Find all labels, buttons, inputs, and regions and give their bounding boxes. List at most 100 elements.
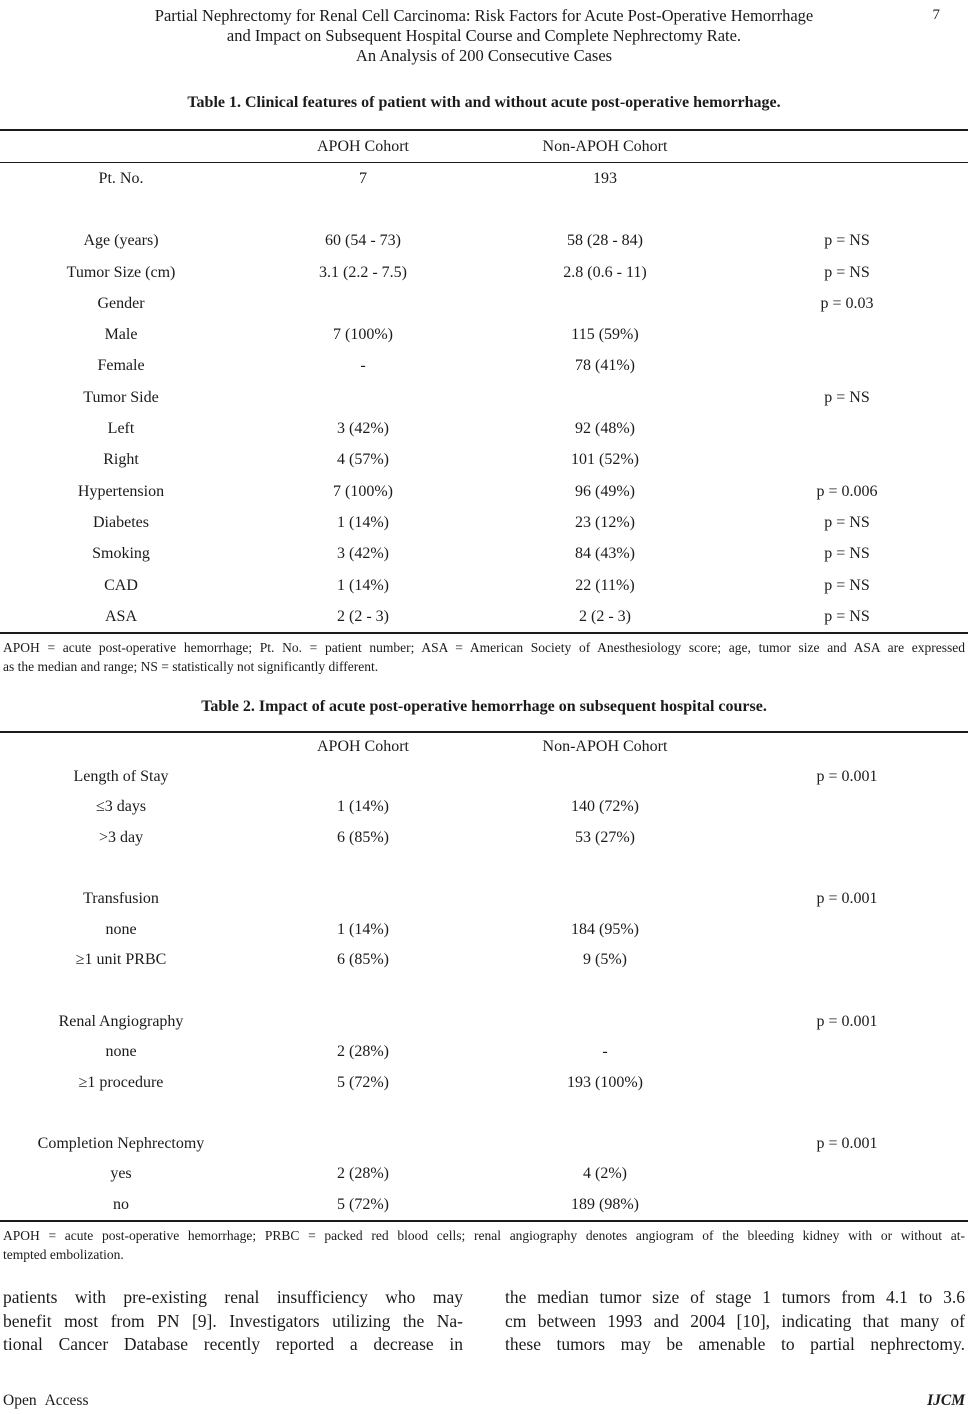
body-line: tional Cancer Database recently reported… [3, 1334, 463, 1355]
non-apoh-value: 189 (98%) [571, 1196, 639, 1214]
row-label: no [113, 1196, 129, 1214]
non-apoh-value: 96 (49%) [575, 482, 635, 500]
page-number: 7 [932, 7, 941, 23]
table-row: ASA 2 (2 - 3) 2 (2 - 3) p = NS [0, 601, 968, 632]
table-row: Completion Nephrectomy p = 0.001 [0, 1129, 968, 1160]
table-row: ≥1 unit PRBC 6 (85%) 9 (5%) [0, 945, 968, 976]
table-row: Tumor Size (cm) 3.1 (2.2 - 7.5) 2.8 (0.6 -… [0, 257, 968, 288]
row-label: ≥1 procedure [78, 1073, 164, 1091]
table-row: Male 7 (100%) 115 (59%) [0, 319, 968, 350]
row-label: none [105, 920, 137, 938]
row-label: Diabetes [93, 513, 149, 531]
table-row: ≥1 procedure 5 (72%) 193 (100%) [0, 1067, 968, 1098]
table-row: Tumor Side p = NS [0, 382, 968, 413]
row-label: Female [97, 357, 145, 375]
row-label: Gender [97, 294, 145, 312]
p-value: p = 0.001 [816, 1012, 878, 1030]
table-row: Transfusion p = 0.001 [0, 884, 968, 915]
table-row [0, 1098, 968, 1129]
row-label: none [105, 1043, 137, 1061]
apoh-value: - [360, 357, 366, 375]
table1-footnote-line-2: as the median and range; NS = statistica… [3, 658, 379, 674]
non-apoh-value: 193 [593, 169, 617, 187]
row-label: yes [110, 1165, 132, 1183]
apoh-value: 5 (72%) [337, 1196, 389, 1214]
row-label: >3 day [98, 828, 144, 846]
table2-header-apoh: APOH Cohort [316, 738, 409, 756]
table-row: no 5 (72%) 189 (98%) [0, 1190, 968, 1221]
non-apoh-value: 184 (95%) [571, 920, 639, 938]
row-label: CAD [104, 576, 138, 594]
apoh-value: 3.1 (2.2 - 7.5) [319, 263, 407, 281]
p-value: p = NS [824, 607, 870, 625]
table-row: Diabetes 1 (14%) 23 (12%) p = NS [0, 507, 968, 538]
apoh-value: 2 (2 - 3) [337, 607, 389, 625]
page-footer: Open Access IJCM [3, 1392, 965, 1410]
paper-title-line-1: Partial Nephrectomy for Renal Cell Carci… [154, 6, 814, 25]
row-label: Left [107, 420, 135, 438]
p-value: p = NS [824, 513, 870, 531]
p-value: p = 0.001 [816, 890, 878, 908]
table-row: Right 4 (57%) 101 (52%) [0, 445, 968, 476]
non-apoh-value: 140 (72%) [571, 798, 639, 816]
p-value: p = NS [824, 263, 870, 281]
table-row: Hypertension 7 (100%) 96 (49%) p = 0.006 [0, 476, 968, 507]
non-apoh-value: 193 (100%) [567, 1073, 643, 1091]
non-apoh-value: 92 (48%) [575, 420, 635, 438]
journal-abbreviation: IJCM [927, 1392, 965, 1409]
table1-header-row: APOH Cohort Non-APOH Cohort [0, 131, 968, 163]
table-row: Gender p = 0.03 [0, 288, 968, 319]
p-value: p = NS [824, 388, 870, 406]
apoh-value: 2 (28%) [337, 1043, 389, 1061]
apoh-value: 1 (14%) [337, 798, 389, 816]
table1-caption: Table 1. Clinical features of patient wi… [187, 94, 781, 111]
row-label: Transfusion [83, 890, 159, 908]
table1-footnote: APOH = acute post-operative hemorrhage; … [0, 639, 968, 676]
non-apoh-value: 2.8 (0.6 - 11) [563, 263, 647, 281]
table-row [0, 853, 968, 884]
apoh-value: 7 [359, 169, 367, 187]
table-row: Renal Angiography p = 0.001 [0, 1006, 968, 1037]
row-label: Tumor Size (cm) [66, 263, 176, 281]
body-line: benefit most from PN [9]. Investigators … [3, 1310, 463, 1331]
apoh-value: 5 (72%) [337, 1073, 389, 1091]
p-value: p = NS [824, 545, 870, 563]
apoh-value: 6 (85%) [337, 951, 389, 969]
body-text-right-column: the median tumor size of stage 1 tumors … [505, 1286, 965, 1357]
non-apoh-value: 4 (2%) [583, 1165, 627, 1183]
table-row: none 1 (14%) 184 (95%) [0, 914, 968, 945]
table1-header-apoh: APOH Cohort [316, 137, 409, 155]
table-row: Female - 78 (41%) [0, 351, 968, 382]
body-line: cm between 1993 and 2004 [10], indicatin… [505, 1310, 965, 1331]
apoh-value: 2 (28%) [337, 1165, 389, 1183]
apoh-value: 1 (14%) [337, 920, 389, 938]
apoh-value: 3 (42%) [337, 545, 389, 563]
p-value: p = 0.001 [816, 767, 878, 785]
non-apoh-value: - [602, 1043, 608, 1061]
table-row: Smoking 3 (42%) 84 (43%) p = NS [0, 539, 968, 570]
non-apoh-value: 115 (59%) [571, 326, 639, 344]
body-text: patients with pre-existing renal insuffi… [0, 1286, 968, 1357]
row-label: Male [104, 326, 138, 344]
table2-footnote-line-2: tempted embolization. [3, 1246, 124, 1262]
body-text-left-column: patients with pre-existing renal insuffi… [3, 1286, 463, 1357]
table2-caption: Table 2. Impact of acute post-operative … [201, 698, 767, 716]
apoh-value: 60 (54 - 73) [325, 232, 401, 250]
apoh-value: 3 (42%) [337, 420, 389, 438]
table-row: >3 day 6 (85%) 53 (27%) [0, 823, 968, 854]
table-row: none 2 (28%) - [0, 1037, 968, 1068]
non-apoh-value: 84 (43%) [575, 545, 635, 563]
table-row: yes 2 (28%) 4 (2%) [0, 1159, 968, 1190]
apoh-value: 1 (14%) [337, 576, 389, 594]
non-apoh-value: 23 (12%) [575, 513, 635, 531]
non-apoh-value: 78 (41%) [575, 357, 635, 375]
table2: APOH Cohort Non-APOH Cohort Length of St… [0, 731, 968, 1223]
paper-title-line-3: An Analysis of 200 Consecutive Cases [355, 46, 613, 65]
table1: APOH Cohort Non-APOH Cohort Pt. No. 7 193 … [0, 129, 968, 635]
paper-title: Partial Nephrectomy for Renal Cell Carci… [0, 0, 968, 66]
apoh-value: 4 (57%) [337, 451, 389, 469]
p-value: p = NS [824, 576, 870, 594]
table-row: Pt. No. 7 193 [0, 163, 968, 194]
row-label: Smoking [92, 545, 150, 563]
table2-header-row: APOH Cohort Non-APOH Cohort [0, 733, 968, 761]
